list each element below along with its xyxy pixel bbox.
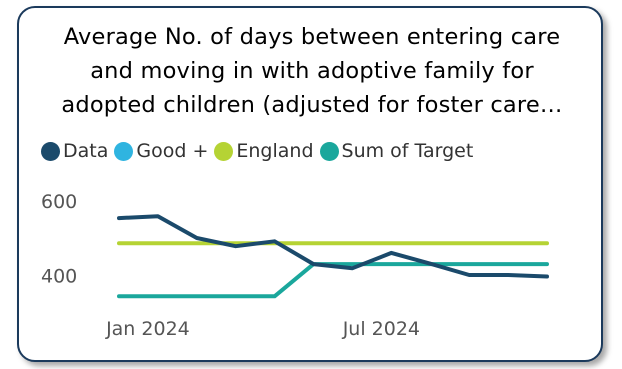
chart-title: Average No. of days between entering car…	[19, 20, 601, 122]
legend-item-good[interactable]: Good +	[114, 140, 208, 162]
legend-item-england[interactable]: England	[214, 140, 314, 162]
y-tick-label: 400	[41, 266, 77, 288]
legend-marker-england	[214, 141, 234, 161]
chart-legend: Data Good + England Sum of Target	[41, 138, 479, 164]
legend-marker-good	[114, 141, 134, 161]
legend-item-data[interactable]: Data	[41, 140, 108, 162]
legend-label-target: Sum of Target	[341, 140, 474, 162]
chart-card: Average No. of days between entering car…	[17, 6, 603, 362]
chart-title-line-1: Average No. of days between entering car…	[63, 24, 561, 50]
series-line-data[interactable]	[117, 214, 549, 279]
legend-label-good: Good +	[136, 140, 209, 162]
x-tick-label: Jul 2024	[342, 318, 420, 340]
legend-label-england: England	[236, 140, 314, 162]
chart-plot-area: 400 600 Jan 2024 Jul 2024	[41, 191, 549, 340]
series-line-sum-of-target[interactable]	[117, 262, 549, 299]
chart-title-line-3: adopted children (adjusted for foster ca…	[61, 92, 563, 118]
legend-marker-target	[319, 141, 339, 161]
y-tick-label: 600	[41, 191, 77, 213]
x-tick-label: Jan 2024	[105, 318, 190, 340]
chart-title-line-2: and moving in with adoptive family for	[90, 58, 534, 84]
legend-item-target[interactable]: Sum of Target	[319, 140, 474, 162]
legend-label-data: Data	[63, 140, 109, 162]
legend-marker-data	[41, 141, 60, 161]
